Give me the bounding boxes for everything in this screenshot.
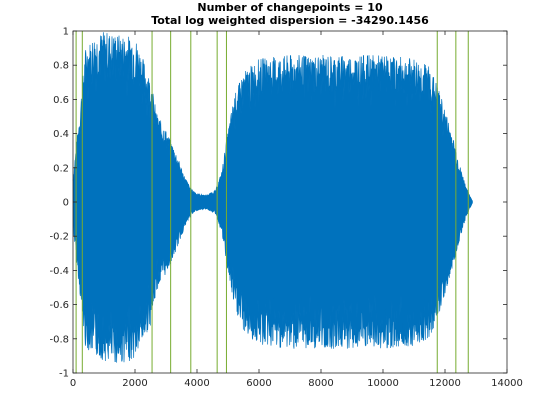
x-axis: 0 2000 4000 6000 8000 10000 12000 14000: [70, 31, 523, 389]
x-tick-label: 14000: [491, 378, 523, 389]
title-line-1: Number of changepoints = 10: [197, 1, 383, 14]
signal-series-body: [73, 32, 473, 363]
x-tick-label: 0: [70, 378, 76, 389]
signal-series-lower-trace: [72, 202, 473, 363]
y-tick-label: 0.2: [53, 163, 69, 174]
x-tick-label: 8000: [308, 378, 333, 389]
y-axis: -1 -0.8 -0.6 -0.4 -0.2 0 0.2 0.4 0.6 0.8 1: [49, 27, 507, 380]
y-tick-label: 1: [63, 27, 69, 38]
y-tick-label: 0: [63, 198, 69, 209]
y-tick-label: -0.4: [49, 266, 69, 277]
x-tick-label: 2000: [122, 378, 147, 389]
y-tick-label: -0.6: [49, 300, 69, 311]
y-tick-label: 0.6: [53, 95, 69, 106]
y-tick-label: 0.8: [53, 61, 69, 72]
y-tick-label: -1: [59, 369, 69, 380]
x-tick-label: 12000: [429, 378, 461, 389]
x-tick-label: 10000: [367, 378, 399, 389]
x-tick-label: 6000: [246, 378, 271, 389]
signal-series-upper-trace: [72, 32, 473, 202]
y-tick-label: 0.4: [53, 129, 69, 140]
signal-waveform: [72, 32, 473, 363]
x-tick-label: 4000: [184, 378, 209, 389]
y-tick-label: -0.2: [49, 232, 69, 243]
chart-title: Number of changepoints = 10 Total log we…: [151, 1, 429, 27]
title-line-2: Total log weighted dispersion = -34290.1…: [151, 14, 429, 27]
y-tick-label: -0.8: [49, 334, 69, 345]
